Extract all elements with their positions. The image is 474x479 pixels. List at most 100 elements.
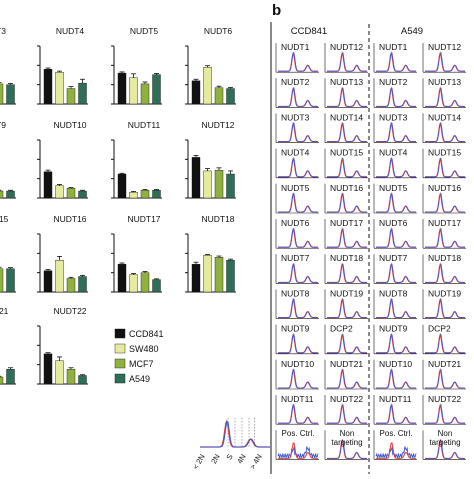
cell-label: DCP2 [428, 324, 451, 334]
bar [129, 274, 138, 293]
cell-label: DCP2 [330, 324, 353, 334]
trace-blue [327, 439, 367, 459]
bar-chart-nudt18: NUDT18 [185, 214, 236, 293]
cell-label: NUDT9 [281, 324, 310, 334]
cell-label: NUDT4 [379, 148, 408, 158]
bar [191, 263, 201, 293]
trace-red [376, 121, 416, 143]
bar [226, 88, 235, 105]
bar [117, 173, 127, 199]
chart-title: NUDT4 [56, 26, 85, 36]
trace-red [425, 86, 465, 107]
bar [129, 191, 138, 199]
cell-label: Pos. Ctrl. [282, 429, 315, 438]
trace-red [327, 403, 367, 424]
cell-label: NUDT10 [281, 359, 314, 369]
trace-blue [327, 228, 367, 248]
cell-label: NUDT9 [379, 324, 408, 334]
bar [117, 72, 127, 105]
bar [214, 87, 224, 105]
trace-red [327, 51, 367, 72]
trace-red [425, 121, 465, 143]
trace-blue [327, 193, 367, 213]
bar [214, 169, 224, 199]
cell-label: NUDT21 [428, 359, 461, 369]
histogram-cell: NUDT19 [422, 288, 466, 319]
trace-red [425, 262, 465, 283]
legend-swatch [114, 343, 126, 354]
bar [226, 173, 235, 199]
trace-blue [376, 334, 416, 354]
histogram-cell: NUDT18 [324, 253, 368, 284]
bar [6, 84, 15, 105]
histogram-cell: NUDT3 [373, 112, 417, 143]
panel-letter: b [272, 2, 281, 19]
histogram-cell: NUDT7 [373, 253, 417, 284]
trace-blue [425, 52, 465, 72]
cell-label: NUDT1 [379, 42, 408, 52]
trace-blue [425, 158, 465, 178]
histogram-cell: NUDT22 [324, 394, 368, 425]
histogram-cell: NUDT21 [324, 359, 368, 390]
bar [66, 88, 76, 105]
cell-label: NUDT18 [428, 253, 461, 263]
trace-blue [278, 122, 318, 142]
cell-label: targeting [429, 438, 460, 447]
cell-label: NUDT11 [379, 394, 412, 404]
histogram-cell: NUDT6 [275, 218, 319, 249]
bar [0, 83, 4, 105]
bar-chart-nudt16: NUDT16 [37, 214, 88, 293]
legend-swatch [114, 358, 126, 369]
trace-red [376, 368, 416, 389]
trace-blue [327, 52, 367, 72]
trace-blue [376, 404, 416, 424]
cell-label: NUDT19 [428, 288, 461, 298]
trace-blue [278, 158, 318, 178]
histogram-cell: NUDT4 [373, 148, 417, 179]
cell-label: NUDT5 [379, 183, 408, 193]
cell-label: targeting [331, 438, 362, 447]
trace-red [376, 86, 416, 107]
cell-label: NUDT12 [330, 42, 363, 52]
trace-blue [376, 158, 416, 178]
bar-chart-nudt11: NUDT11 [111, 120, 162, 199]
histogram-cell: NUDT14 [422, 112, 466, 143]
histogram-cell: NUDT1 [373, 42, 417, 73]
cell-label: NUDT5 [281, 183, 310, 193]
bar [203, 255, 212, 293]
cell-label: NUDT7 [281, 253, 310, 263]
bar [191, 80, 201, 105]
trace-red [425, 297, 465, 319]
bar [78, 82, 87, 105]
bar-chart-nudt5: NUDT5 [111, 26, 162, 105]
bar [55, 185, 64, 199]
chart-title: DT3 [0, 26, 6, 36]
bar [66, 369, 76, 385]
bar [152, 190, 161, 199]
trace-red [425, 51, 465, 72]
cell-label: NUDT11 [281, 394, 314, 404]
bar [78, 190, 87, 199]
cell-label: NUDT13 [428, 77, 461, 87]
cell-cycle-key: < 2N 2N S 4N > 4N [191, 418, 270, 471]
trace-blue [278, 52, 318, 72]
trace-red [278, 156, 318, 178]
cell-label: NUDT15 [330, 148, 363, 158]
bar-chart-dt15: DT15 [0, 214, 16, 293]
histogram-cell: NUDT5 [373, 183, 417, 214]
trace-blue [375, 445, 417, 459]
cell-label: NUDT12 [428, 42, 461, 52]
chart-title: NUDT5 [130, 26, 159, 36]
trace-blue [278, 87, 318, 107]
trace-red [327, 227, 367, 248]
trace-red [376, 227, 416, 248]
chart-title: NUDT16 [53, 214, 86, 224]
bar [0, 190, 4, 199]
trace-red [425, 192, 465, 213]
trace-blue [278, 334, 318, 354]
bar-chart-dt21: DT21 [0, 306, 16, 385]
trace-red [376, 442, 416, 459]
